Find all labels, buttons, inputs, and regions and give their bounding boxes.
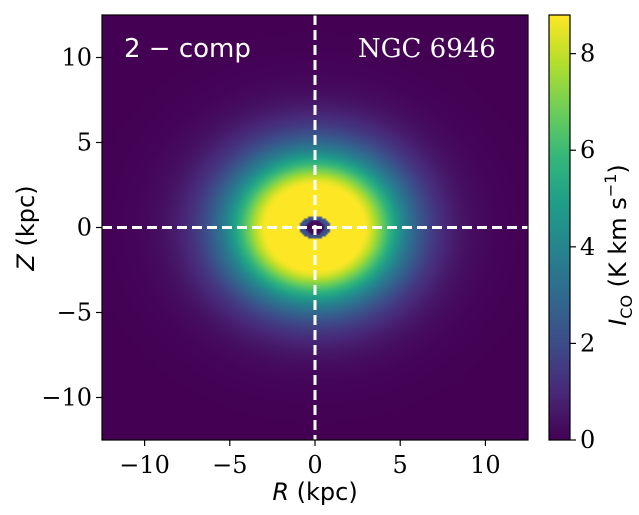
y-axis-ticks: −10 −5 0 5 10 [41,44,102,412]
galaxy-label: NGC 6946 [358,34,496,64]
y-tick-label: 10 [61,44,92,72]
colorbar-tick-label: 0 [580,426,595,454]
x-tick-label: 0 [307,451,322,479]
y-tick-label: −5 [57,299,92,327]
colorbar [549,15,570,440]
colorbar-tick-label: 4 [580,233,595,261]
colorbar-tick-label: 2 [580,329,595,357]
y-tick-label: 5 [77,129,92,157]
colorbar-tick-label: 8 [580,40,595,68]
y-axis-label: Z (kpc) [12,185,40,271]
x-tick-label: −5 [212,451,247,479]
colorbar-ticks: 0 2 4 6 8 [570,40,595,454]
x-tick-label: −10 [119,451,170,479]
x-tick-label: 10 [470,451,501,479]
x-axis-ticks: −10 −5 0 5 10 [119,440,501,479]
reference-lines [102,15,528,440]
colorbar-label: ICO (K km s−1) [601,164,636,326]
x-axis-label: R (kpc) [272,478,357,506]
x-tick-label: 5 [393,451,408,479]
colorbar-frame [548,14,571,441]
model-label: 2 − comp [124,34,251,64]
colorbar-tick-label: 6 [580,136,595,164]
y-tick-label: −10 [41,384,92,412]
y-tick-label: 0 [77,214,92,242]
